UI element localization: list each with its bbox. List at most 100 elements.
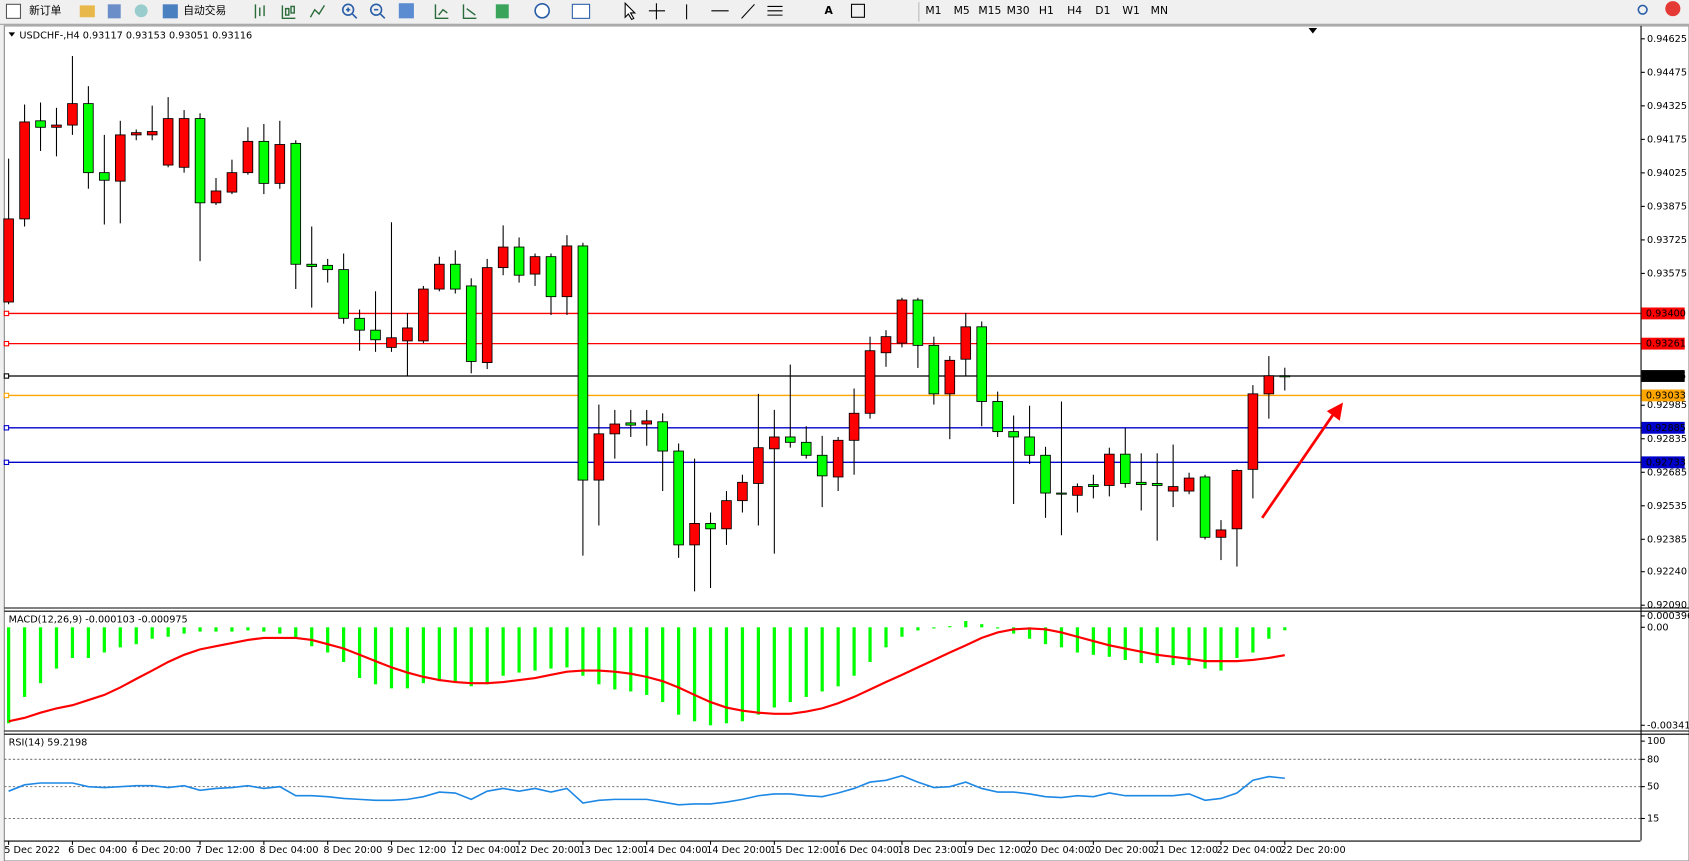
toolbar-icon[interactable]: [107, 4, 121, 19]
macd-bar: [278, 627, 282, 634]
macd-bar: [948, 626, 952, 628]
macd-bar: [294, 627, 298, 639]
bar-chart-icon[interactable]: [254, 4, 265, 19]
search-icon[interactable]: [1637, 4, 1648, 15]
candle-body: [242, 140, 254, 174]
candle-body: [944, 359, 956, 395]
candle-body: [1024, 436, 1035, 456]
macd-bar: [134, 627, 138, 645]
timeframe-button[interactable]: M5: [954, 4, 970, 17]
timeframe-button[interactable]: M1: [925, 4, 941, 17]
macd-bar: [1235, 627, 1239, 658]
zoom-out-icon[interactable]: [369, 3, 383, 16]
macd-bar: [214, 627, 218, 632]
x-tick-label: 14 Dec 20:00: [706, 845, 771, 856]
level-label: 0.92885: [1646, 423, 1686, 434]
draw-tools[interactable]: [686, 3, 783, 20]
level-label-box: [1641, 307, 1685, 320]
y-tick-label: -0.003419: [1647, 720, 1689, 731]
timeframe-button[interactable]: M30: [1007, 4, 1030, 17]
macd-bar: [661, 627, 665, 703]
macd-bar: [1283, 627, 1287, 631]
candle-body: [1040, 454, 1051, 494]
chart-type-icons[interactable]: [254, 4, 326, 20]
macd-bar: [326, 627, 330, 653]
x-tick-label: 20 Dec 20:00: [1089, 845, 1154, 856]
macd-bar: [1267, 627, 1271, 639]
macd-bar: [517, 627, 521, 673]
level-handle: [3, 310, 10, 317]
symbol-menu-arrow[interactable]: [8, 32, 16, 37]
new-order-button[interactable]: 新订单: [29, 4, 62, 17]
candle-body: [832, 439, 844, 478]
macd-bar: [262, 627, 266, 632]
auto-trading-icon[interactable]: [162, 4, 178, 19]
tile-icon[interactable]: [398, 3, 414, 19]
candle-body: [721, 500, 732, 530]
candle-chart-icon[interactable]: [281, 5, 296, 20]
periods-icon[interactable]: [534, 2, 550, 19]
toolbar-icon[interactable]: [134, 4, 148, 18]
indicators-icon[interactable]: [495, 4, 509, 19]
macd-bar: [437, 627, 441, 682]
zoom-in-icon[interactable]: [341, 3, 355, 16]
macd-bar: [756, 627, 760, 715]
y-tick-label: 0.94025: [1647, 168, 1687, 179]
macd-bar: [150, 627, 154, 639]
macd-bar: [1123, 627, 1127, 660]
auto-trading-button[interactable]: 自动交易: [183, 4, 226, 17]
macd-bar: [724, 627, 729, 724]
toolbar-icon[interactable]: [79, 5, 95, 18]
candle-body: [577, 245, 589, 481]
candle-body: [130, 132, 142, 136]
macd-bar: [980, 624, 984, 628]
macd-bar: [677, 627, 681, 715]
macd-bar: [565, 627, 569, 668]
level-handle: [3, 373, 10, 379]
x-tick-label: 12 Dec 04:00: [451, 845, 516, 856]
macd-bar: [1027, 627, 1032, 639]
cursor-icon[interactable]: [624, 1, 637, 21]
timeframe-button[interactable]: M15: [978, 4, 1001, 17]
timeframe-button[interactable]: MN: [1151, 4, 1168, 17]
candle-body: [418, 288, 429, 342]
zoom-icons[interactable]: [341, 3, 386, 19]
text-tool-icon[interactable]: A: [825, 4, 834, 17]
timeframe-button[interactable]: W1: [1122, 4, 1139, 17]
candle-body: [785, 436, 796, 443]
macd-bar: [852, 627, 856, 676]
notification-badge[interactable]: [1665, 1, 1681, 17]
macd-bar: [421, 627, 425, 684]
y-tick-label: 0.92685: [1647, 467, 1687, 478]
y-tick-label: 0.92835: [1647, 434, 1687, 445]
level-label-box: [1641, 370, 1685, 382]
label-tool-icon[interactable]: [850, 3, 865, 18]
candle-body: [657, 421, 668, 452]
macd-bar: [342, 627, 346, 662]
timeframe-button[interactable]: H4: [1067, 4, 1082, 17]
y-tick-label: 0.92535: [1647, 501, 1687, 512]
candle-body: [769, 436, 780, 450]
candle-body: [609, 423, 621, 435]
macd-bar: [86, 627, 91, 658]
candle-body: [146, 131, 158, 136]
level-handle: [3, 459, 10, 466]
new-order-icon[interactable]: [5, 3, 22, 19]
line-chart-icon[interactable]: [309, 5, 326, 18]
autoscroll-icon[interactable]: [434, 4, 449, 20]
candle-body: [1263, 375, 1275, 395]
candle-body: [1167, 486, 1179, 492]
candle-body: [1199, 476, 1211, 538]
candle-body: [1151, 483, 1163, 486]
shift-icon[interactable]: [462, 4, 477, 20]
y-tick-label: 100: [1647, 736, 1665, 747]
rsi-header: RSI(14) 59.2198: [9, 737, 88, 748]
timeframe-button[interactable]: D1: [1095, 4, 1110, 17]
macd-bar: [1155, 627, 1159, 664]
macd-bar: [501, 627, 505, 676]
y-tick-label: 0.94625: [1647, 34, 1687, 45]
crosshair-icon[interactable]: [648, 3, 666, 20]
templates-icon[interactable]: [571, 3, 591, 19]
timeframe-button[interactable]: H1: [1039, 4, 1054, 17]
